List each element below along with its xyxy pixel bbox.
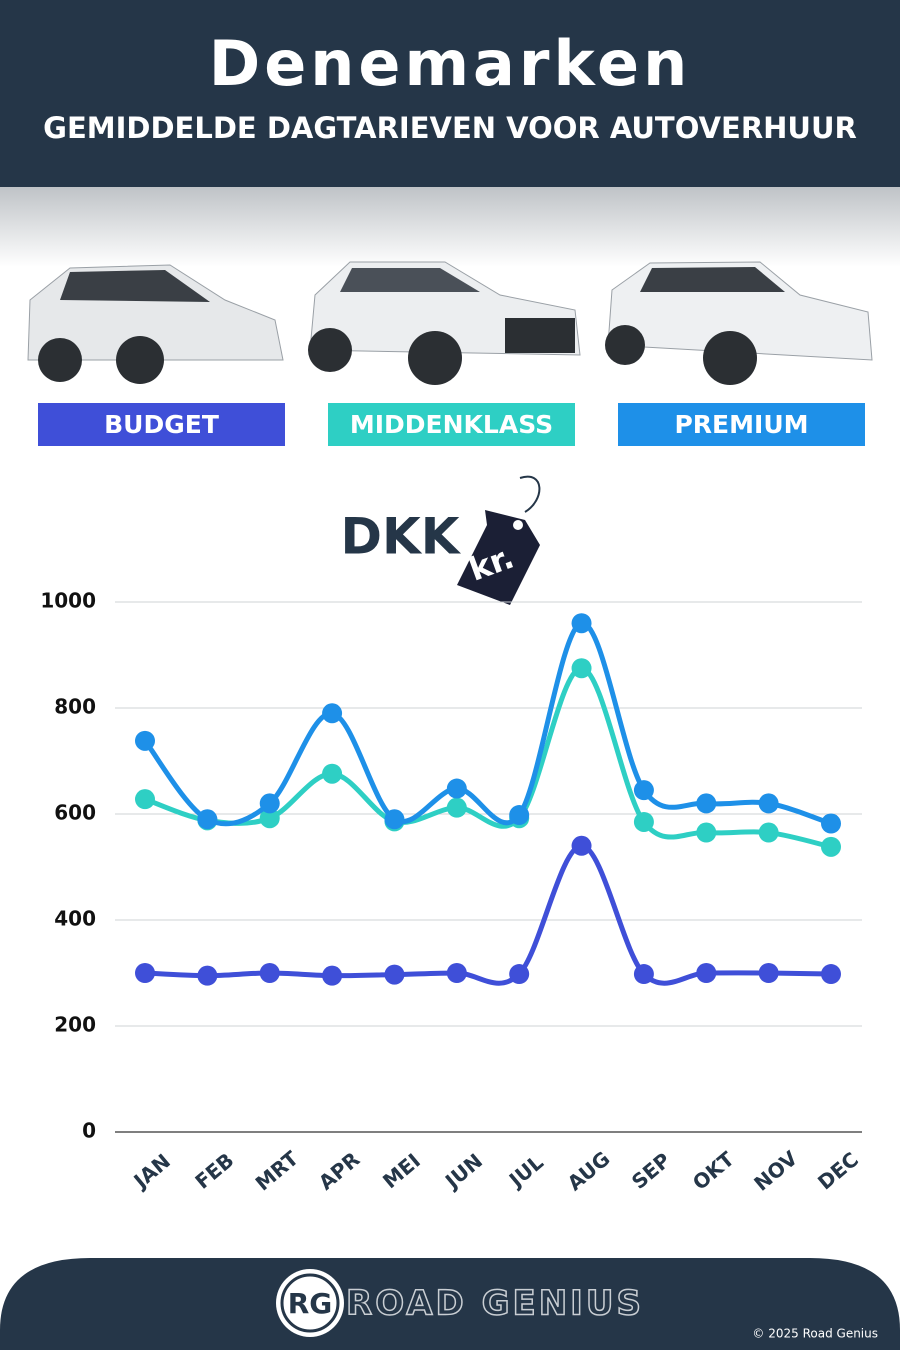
x-tick-label: MEI [378, 1148, 425, 1193]
data-point [322, 965, 343, 986]
data-point [322, 763, 343, 784]
series-line [144, 843, 832, 986]
x-tick-label: JAN [128, 1149, 175, 1194]
data-point [696, 793, 717, 814]
data-point [197, 809, 218, 830]
data-point [571, 835, 592, 856]
data-point [384, 964, 405, 985]
data-point [758, 963, 779, 983]
car-midden [308, 261, 581, 385]
header-band [0, 0, 900, 187]
data-point [446, 797, 467, 818]
data-point [446, 778, 467, 799]
y-tick-label: 800 [54, 695, 96, 719]
y-tick-label: 600 [54, 801, 96, 825]
footer-band [0, 1258, 900, 1350]
y-tick-label: 0 [82, 1119, 96, 1143]
series-line [143, 620, 832, 827]
data-point [821, 836, 841, 857]
legend-label: MIDDENKLASS [350, 410, 553, 439]
brand: ROAD GENIUS [346, 1284, 644, 1324]
unit-label: DKK [341, 508, 462, 566]
data-point [696, 822, 717, 843]
x-tick-label: AUG [563, 1146, 615, 1195]
data-point [322, 703, 343, 724]
car-budget [27, 264, 284, 384]
data-point [259, 963, 280, 983]
x-tick-label: SEP [627, 1148, 675, 1194]
legend-swatch [618, 403, 865, 446]
data-point [633, 964, 654, 985]
data-point [259, 793, 280, 814]
x-tick-label: NOV [749, 1146, 802, 1196]
data-point [633, 811, 654, 832]
data-point [571, 658, 592, 679]
plot: 0 200 400 600 800 1000 JAN FEB MRT APR MEI JUN JUL AU… [40, 589, 863, 1196]
data-point [571, 613, 592, 634]
header-shade [0, 187, 900, 267]
data-point [135, 963, 155, 983]
legend-swatch [328, 403, 575, 446]
data-point [197, 965, 218, 986]
x-tick-label: JUL [503, 1150, 548, 1193]
y-tick-label: 200 [54, 1013, 96, 1037]
data-point [758, 793, 779, 814]
data-point [509, 805, 530, 826]
price-tag: kr. [457, 475, 541, 605]
legend-label: BUDGET [104, 410, 219, 439]
data-point [821, 813, 841, 834]
y-tick-label: 1000 [40, 589, 96, 613]
logo-ring [280, 1273, 340, 1333]
copyright: © 2025 Road Genius [752, 1327, 878, 1341]
y-tick-label: 400 [54, 907, 96, 931]
title: Denemarken [209, 27, 691, 100]
data-point [384, 809, 405, 830]
x-tick-label: APR [314, 1147, 364, 1195]
logo: RG [288, 1287, 333, 1320]
x-tick-label: MRT [251, 1146, 304, 1195]
car-premium [605, 261, 873, 385]
data-point [758, 822, 779, 843]
data-point [821, 964, 841, 985]
logo-circle [276, 1269, 344, 1337]
legend-swatch [38, 403, 285, 446]
subtitle: GEMIDDELDE DAGTARIEVEN VOOR AUTOVERHUUR [43, 111, 857, 145]
data-point [696, 963, 717, 983]
x-tick-label: JUN [439, 1149, 487, 1195]
data-point [135, 789, 155, 810]
x-tick-label: OKT [688, 1147, 739, 1195]
legend: BUDGET MIDDENKLASS PREMIUM [38, 403, 865, 446]
data-point [509, 964, 530, 985]
legend-label: PREMIUM [674, 410, 808, 439]
data-point [135, 730, 155, 751]
data-point [446, 963, 467, 983]
data-point [259, 808, 280, 829]
data-point [633, 780, 654, 801]
x-tick-label: FEB [190, 1148, 238, 1194]
x-tick-label: DEC [813, 1147, 863, 1194]
